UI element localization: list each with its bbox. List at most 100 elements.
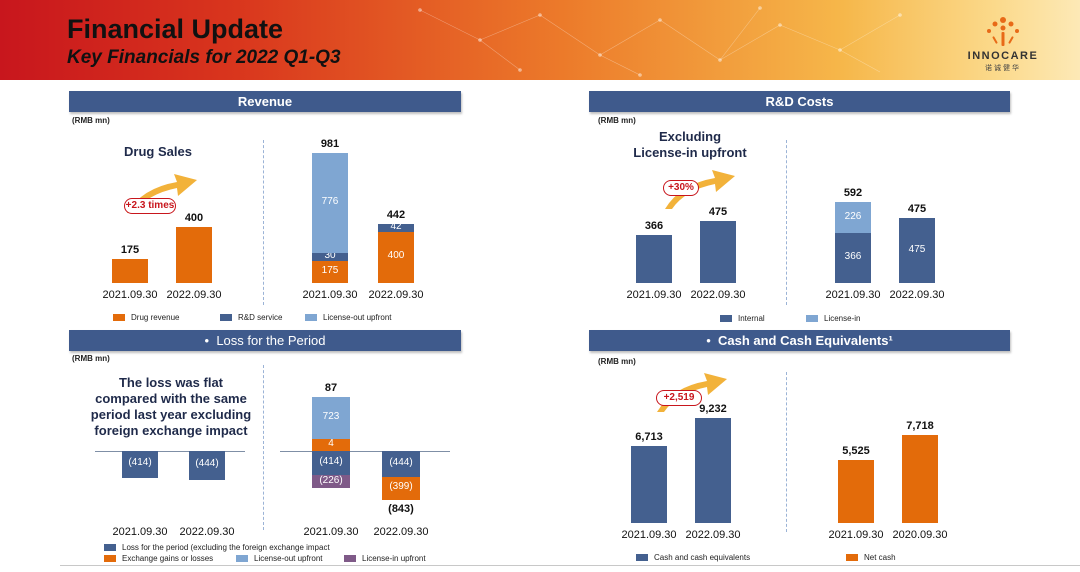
legend-item: License-out upfront xyxy=(236,554,323,563)
logo-wordmark: INNOCARE xyxy=(967,50,1039,62)
legend-item: Internal xyxy=(720,314,765,323)
loss-note: The loss was flat compared with the same… xyxy=(76,375,266,439)
segment-label: 400 xyxy=(387,250,405,262)
legend-item: Net cash xyxy=(846,553,896,562)
category-label: 2021.09.30 xyxy=(621,529,677,541)
legend-swatch xyxy=(846,554,858,561)
legend-label: Loss for the period (excluding the forei… xyxy=(122,543,330,552)
bar xyxy=(838,460,874,523)
rd-divider xyxy=(786,140,787,305)
category-label: 2021.09.30 xyxy=(828,529,884,541)
revenue-growth-badge: +2.3 times xyxy=(124,198,176,214)
category-label: 2022.09.30 xyxy=(690,289,746,301)
loss-zero-line-right xyxy=(280,451,450,452)
legend-swatch xyxy=(806,315,818,322)
legend-label: License-out upfront xyxy=(323,313,392,322)
legend-swatch xyxy=(344,555,356,562)
segment-label: (399) xyxy=(389,481,413,493)
rd-unit: (RMB mn) xyxy=(598,116,636,125)
bar xyxy=(636,235,672,283)
bar-segment xyxy=(382,476,420,500)
category-label: 2022.09.30 xyxy=(889,289,945,301)
bar xyxy=(112,258,148,283)
category-label: 2021.09.30 xyxy=(112,526,168,538)
legend-label: Net cash xyxy=(864,553,896,562)
legend-label: Drug revenue xyxy=(131,313,180,322)
segment-label: 475 xyxy=(908,243,926,255)
legend-item: Cash and cash equivalents xyxy=(636,553,750,562)
data-label: 400 xyxy=(184,212,204,225)
loss-zero-line-left xyxy=(95,451,245,452)
legend-label: License-out upfront xyxy=(254,554,323,563)
bar-segment xyxy=(312,153,348,253)
bar-segment xyxy=(899,218,935,283)
cash-panel-title-text: Cash and Cash Equivalents¹ xyxy=(717,333,893,348)
loss-panel-title-text: Loss for the Period xyxy=(216,333,326,348)
loss-unit: (RMB mn) xyxy=(72,354,110,363)
rd-growth-badge: +30% xyxy=(663,180,699,196)
legend-swatch xyxy=(104,555,116,562)
legend-label: Internal xyxy=(738,314,765,323)
bar-segment xyxy=(382,451,420,477)
footer-rule xyxy=(60,565,1080,566)
category-label: 2020.09.30 xyxy=(892,529,948,541)
segment-label: 30 xyxy=(324,249,336,261)
total-label: (843) xyxy=(388,502,414,515)
network-pattern xyxy=(418,6,902,77)
segment-label: (414) xyxy=(319,456,343,467)
segment-label: 776 xyxy=(321,195,339,207)
legend-item: License-in upfront xyxy=(344,554,426,563)
legend-swatch xyxy=(220,314,232,321)
cash-unit: (RMB mn) xyxy=(598,357,636,366)
bar-segment xyxy=(835,233,871,283)
legend-label: Cash and cash equivalents xyxy=(654,553,751,562)
cash-panel-title: • Cash and Cash Equivalents¹ xyxy=(589,330,1010,351)
loss-note-line: compared with the same xyxy=(95,391,247,406)
bar-segment xyxy=(378,223,414,232)
legend-swatch xyxy=(236,555,248,562)
segment-label: 42 xyxy=(390,220,402,232)
revenue-growth-arrow-icon xyxy=(127,174,197,213)
bar xyxy=(631,446,667,523)
revenue-panel-title: Revenue xyxy=(69,91,461,112)
data-label: 9,232 xyxy=(699,402,727,415)
bar-segment xyxy=(378,231,414,283)
bar-segment xyxy=(312,252,348,261)
page-subtitle: Key Financials for 2022 Q1-Q3 xyxy=(67,47,341,68)
segment-label: 723 xyxy=(322,411,340,423)
legend-item: Exchange gains or losses xyxy=(104,554,213,563)
legend-item: R&D service xyxy=(220,313,282,322)
category-label: 2021.09.30 xyxy=(626,289,682,301)
legend-item: Drug revenue xyxy=(113,313,179,322)
cash-divider xyxy=(786,372,787,532)
loss-note-line: The loss was flat xyxy=(118,375,224,390)
loss-note-line: foreign exchange impact xyxy=(94,423,248,438)
category-label: 2021.09.30 xyxy=(303,526,359,538)
category-label: 2021.09.30 xyxy=(302,289,358,301)
bar xyxy=(176,227,212,283)
legend-label: Exchange gains or losses xyxy=(122,554,214,563)
total-label: 981 xyxy=(320,138,340,151)
rd-note-line: License-in upfront xyxy=(633,145,747,160)
cash-growth-badge: +2,519 xyxy=(656,390,702,406)
logo-chinese: 诺诚健华 xyxy=(985,65,1021,72)
segment-label: 366 xyxy=(844,251,862,263)
loss-divider xyxy=(263,365,264,530)
data-label: 175 xyxy=(120,243,140,256)
total-label: 442 xyxy=(386,208,406,221)
data-label: 7,718 xyxy=(906,420,934,432)
revenue-note: Drug Sales xyxy=(124,144,192,159)
segment-label: (226) xyxy=(319,474,343,486)
bar-segment xyxy=(312,475,350,489)
data-label: 6,713 xyxy=(635,431,663,444)
data-label: (414) xyxy=(128,457,152,469)
header-banner: Financial Update Key Financials for 2022… xyxy=(0,0,1080,80)
total-label: 87 xyxy=(324,382,338,395)
loss-note-line: period last year excluding xyxy=(90,407,252,422)
legend-swatch xyxy=(113,314,125,321)
category-label: 2022.09.30 xyxy=(685,529,741,541)
segment-label: 175 xyxy=(321,264,339,276)
company-logo: INNOCARE 诺诚健华 xyxy=(958,12,1048,72)
bar-segment xyxy=(312,439,350,451)
logo-mark-icon xyxy=(987,17,1019,46)
